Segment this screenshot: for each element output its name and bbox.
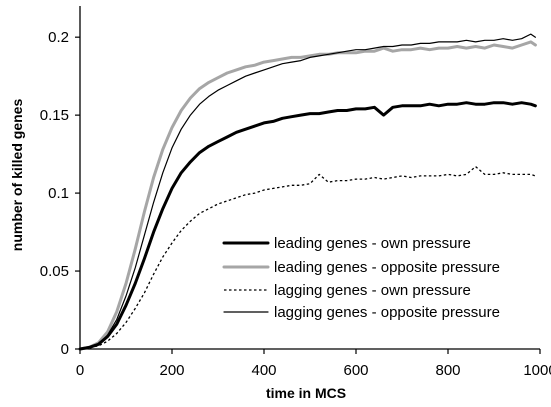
series-layer [78,33,537,351]
axes [75,6,541,354]
legend-label-3: lagging genes - opposite pressure [274,304,500,321]
x-axis-title: time in MCS [266,385,346,401]
x-tick-label: 0 [76,362,84,379]
y-tick-label: 0 [61,341,69,358]
x-tick-label: 1000 [523,362,551,379]
y-axis-title: number of killed genes [9,99,25,252]
x-tick-label: 400 [251,362,276,379]
y-tick-label: 0.05 [40,263,69,280]
legend-label-2: lagging genes - own pressure [274,282,471,299]
y-tick-label: 0.2 [48,29,69,46]
x-tick-label: 600 [343,362,368,379]
series-line-1 [78,40,537,351]
series-line-0 [78,101,537,351]
series-line-3 [79,33,537,350]
y-tick-label: 0.1 [48,185,69,202]
y-tick-label: 0.15 [40,107,69,124]
x-tick-label: 200 [159,362,184,379]
legend-label-1: leading genes - opposite pressure [274,259,500,276]
tick-labels: 0 0.05 0.1 0.15 0.2 0 200 400 600 800 1000 [40,29,551,379]
legend-label-0: leading genes - own pressure [274,235,471,252]
x-tick-label: 800 [435,362,460,379]
legend: leading genes - own pressure leading gene… [222,235,500,321]
